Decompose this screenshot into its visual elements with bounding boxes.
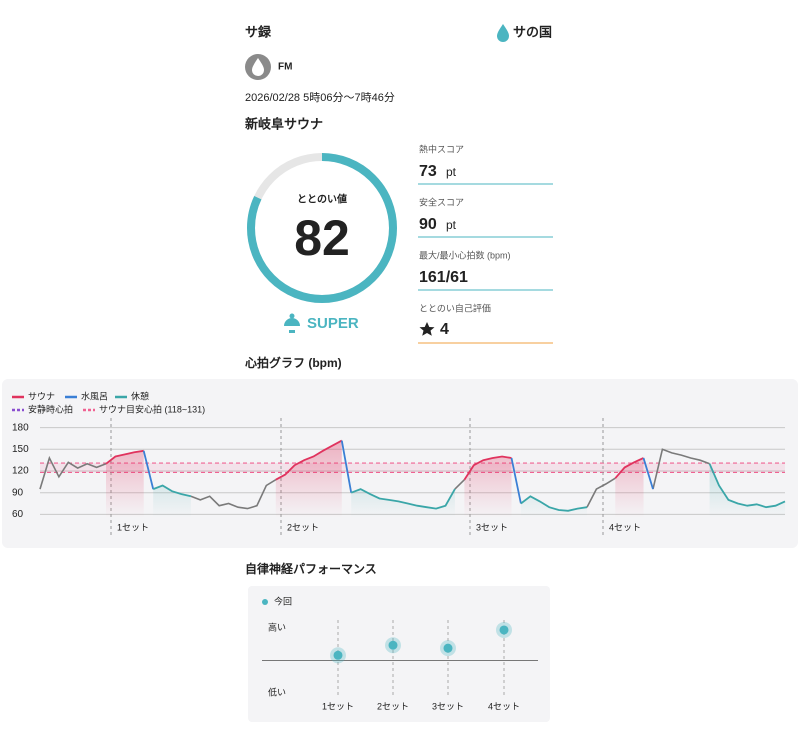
chart-panel: [248, 586, 550, 722]
set-label: 2セット: [287, 522, 319, 532]
x-tick-label: 4セット: [488, 701, 520, 711]
star-icon: [419, 322, 435, 336]
datetime: 2026/02/28 5時06分〜7時46分: [245, 91, 395, 104]
x-tick-label: 3セット: [432, 701, 464, 711]
y-tick-label: 高い: [268, 621, 286, 632]
point: [388, 640, 398, 650]
legend-label: サウナ: [28, 391, 55, 401]
stat-unit: pt: [446, 218, 457, 232]
legend-label: 水風呂: [81, 390, 108, 401]
other-line: [39, 448, 710, 510]
stat-label: 安全スコア: [419, 196, 464, 207]
set-label: 1セット: [117, 522, 149, 532]
avatar-icon: [252, 58, 264, 76]
set-label: 3セット: [476, 522, 508, 532]
hr-line: [152, 463, 786, 512]
legend-label: 安静時心拍: [28, 403, 73, 414]
rest-area: [153, 463, 785, 518]
y-tick-label: 150: [12, 444, 29, 455]
user-name: FM: [278, 62, 292, 73]
x-tick-label: 1セット: [322, 701, 354, 711]
stat-label: ととのい自己評価: [419, 302, 491, 313]
hr-line: [105, 439, 644, 481]
legend-label: 休憩: [131, 390, 149, 401]
legend-label: サウナ目安心拍 (118~131): [99, 403, 205, 414]
stat-label: 最大/最小心拍数 (bpm): [419, 249, 511, 260]
chart-title: 自律神経パフォーマンス: [245, 561, 377, 576]
y-tick-label: 90: [12, 487, 24, 498]
sauna-area: [106, 440, 644, 518]
ring-value: [247, 153, 397, 303]
legend-swatch: [262, 599, 268, 605]
score-value: 82: [294, 210, 350, 266]
y-tick-label: 60: [12, 509, 24, 520]
brand: サの国: [513, 24, 552, 39]
y-tick-label: 120: [12, 466, 29, 477]
y-tick-label: 低い: [268, 686, 286, 697]
target-band: [40, 463, 785, 473]
stat-label: 熱中スコア: [419, 143, 464, 154]
point: [443, 643, 453, 653]
chart-title: 心拍グラフ (bpm): [245, 355, 342, 370]
stat-value: 73: [419, 163, 437, 180]
rank-icon-dot: [289, 313, 295, 319]
hr-line: [142, 440, 654, 504]
stat-value: 161/61: [419, 269, 468, 286]
rank-icon: [284, 318, 300, 333]
point: [499, 625, 509, 635]
stat-value: 90: [419, 216, 437, 233]
score-label: ととのい値: [297, 193, 347, 206]
point: [333, 650, 343, 660]
x-tick-label: 2セット: [377, 701, 409, 711]
y-tick-label: 180: [12, 422, 29, 433]
set-label: 4セット: [609, 522, 641, 532]
facility: 新岐阜サウナ: [245, 116, 323, 131]
app-title: サ録: [245, 24, 272, 39]
rank: SUPER: [307, 315, 359, 332]
brand-icon: [497, 24, 509, 42]
legend-label: 今回: [274, 595, 292, 606]
stat-value: 4: [440, 321, 449, 338]
stat-unit: pt: [446, 165, 457, 179]
